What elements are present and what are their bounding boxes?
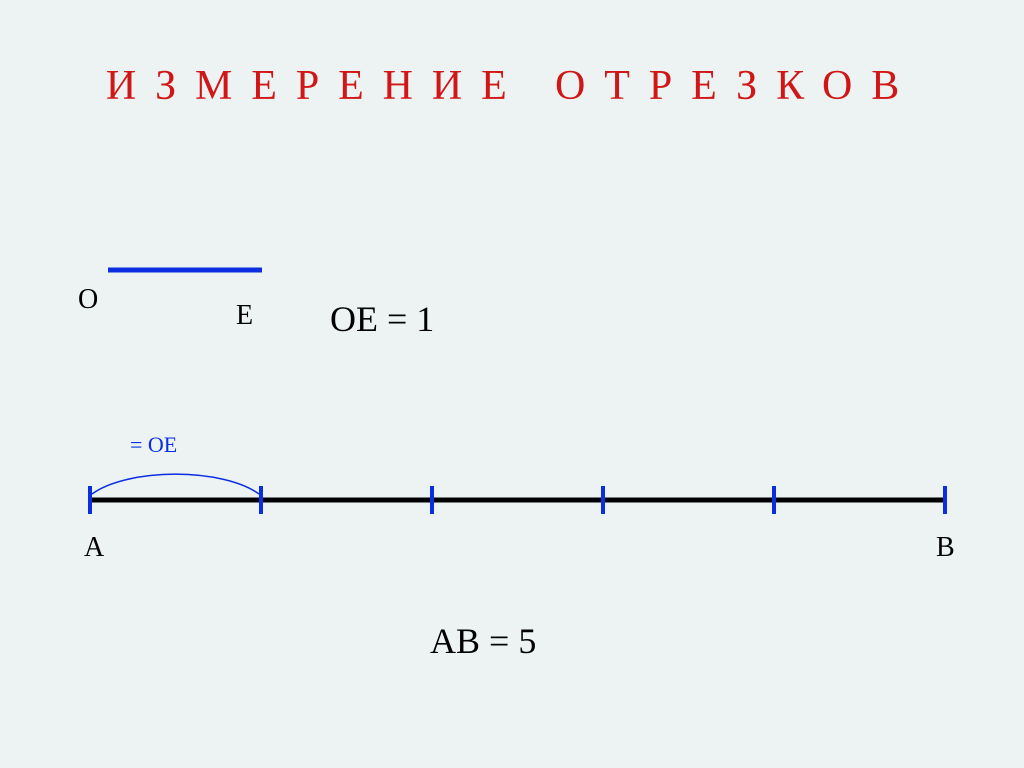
label-A: A bbox=[84, 532, 104, 564]
equation-AB: AB = 5 bbox=[430, 620, 536, 662]
arc-label: = OE bbox=[130, 432, 177, 458]
equation-OE: OE = 1 bbox=[330, 298, 434, 340]
label-O: O bbox=[78, 284, 98, 316]
slide-title: ИЗМЕРЕНИЕ ОТРЕЗКОВ bbox=[0, 62, 1024, 110]
label-B: B bbox=[936, 532, 955, 564]
slide: ИЗМЕРЕНИЕ ОТРЕЗКОВ O E OE = 1 = OE A B A… bbox=[0, 0, 1024, 768]
label-E: E bbox=[236, 300, 253, 332]
